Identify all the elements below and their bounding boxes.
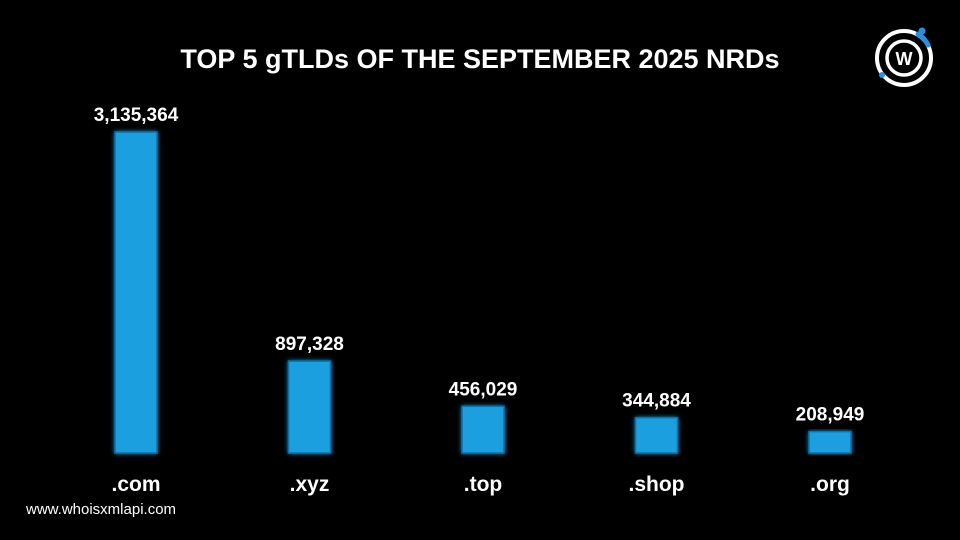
category-label-com: .com bbox=[111, 473, 160, 496]
bar-xyz bbox=[287, 360, 332, 454]
whoisxmlapi-logo-icon: W bbox=[875, 27, 933, 87]
category-label-top: .top bbox=[464, 473, 502, 496]
logo-inner-ring bbox=[885, 39, 923, 77]
category-label-shop: .shop bbox=[629, 473, 685, 496]
bar-com bbox=[114, 131, 158, 454]
category-label-org: .org bbox=[810, 473, 850, 496]
category-labels-layer: .com .xyz .top .shop .org bbox=[111, 473, 849, 496]
value-labels-layer: 3,135,364 897,328 456,029 344,884 208,949 bbox=[94, 105, 865, 426]
value-label-org: 208,949 bbox=[796, 405, 865, 426]
value-label-shop: 344,884 bbox=[622, 391, 691, 412]
value-label-top: 456,029 bbox=[449, 379, 518, 400]
logo-letter: W bbox=[896, 49, 913, 69]
chart-title: TOP 5 gTLDs OF THE SEPTEMBER 2025 NRDs bbox=[180, 44, 780, 74]
bar-shop bbox=[634, 416, 679, 454]
value-label-com: 3,135,364 bbox=[94, 105, 179, 126]
bars-layer bbox=[114, 131, 852, 454]
logo-accent-dot-left bbox=[879, 72, 885, 78]
bar-top bbox=[461, 405, 505, 454]
logo-outer-ring bbox=[875, 29, 933, 87]
logo-accent-arc bbox=[915, 31, 931, 48]
bar-org bbox=[808, 430, 852, 454]
footer-url: www.whoisxmlapi.com bbox=[26, 501, 177, 518]
value-label-xyz: 897,328 bbox=[275, 334, 344, 355]
category-label-xyz: .xyz bbox=[290, 473, 330, 496]
logo-accent-dot-top bbox=[918, 27, 926, 35]
